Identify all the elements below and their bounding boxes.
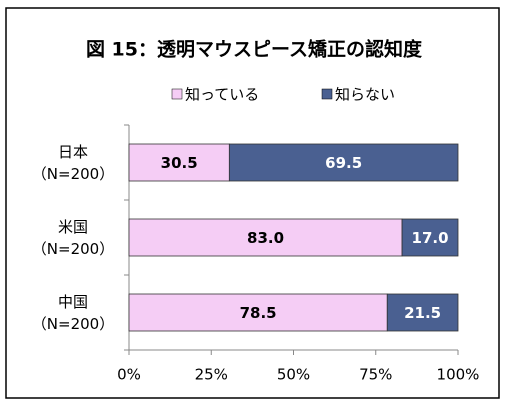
legend-swatch xyxy=(321,88,333,100)
bar-segment xyxy=(128,218,403,257)
bar-segment xyxy=(128,293,388,332)
data-label: 17.0 xyxy=(412,229,449,247)
chart-title: 図 15：透明マウスピース矯正の認知度 xyxy=(86,38,423,61)
x-tick-label: 0% xyxy=(117,366,141,384)
data-label: 83.0 xyxy=(247,229,284,247)
x-tick-label: 75% xyxy=(359,366,392,384)
bar-segment xyxy=(128,143,230,182)
data-label: 30.5 xyxy=(161,154,198,172)
category-label: 日本 （N=200） xyxy=(31,142,115,183)
bar-segment xyxy=(401,218,459,257)
bar-segment xyxy=(228,143,459,182)
x-tick-label: 25% xyxy=(195,366,228,384)
legend-swatch xyxy=(171,88,183,100)
category-label: 中国 （N=200） xyxy=(31,292,115,333)
legend-label: 知っている xyxy=(185,86,259,104)
x-tick-label: 50% xyxy=(277,366,310,384)
data-label: 69.5 xyxy=(325,154,362,172)
legend-label: 知らない xyxy=(335,86,395,104)
data-label: 78.5 xyxy=(240,304,277,322)
chart-border xyxy=(5,7,500,399)
data-label: 21.5 xyxy=(404,304,441,322)
bar-segment xyxy=(386,293,459,332)
category-label: 米国 （N=200） xyxy=(31,217,115,258)
x-tick-label: 100% xyxy=(437,366,480,384)
